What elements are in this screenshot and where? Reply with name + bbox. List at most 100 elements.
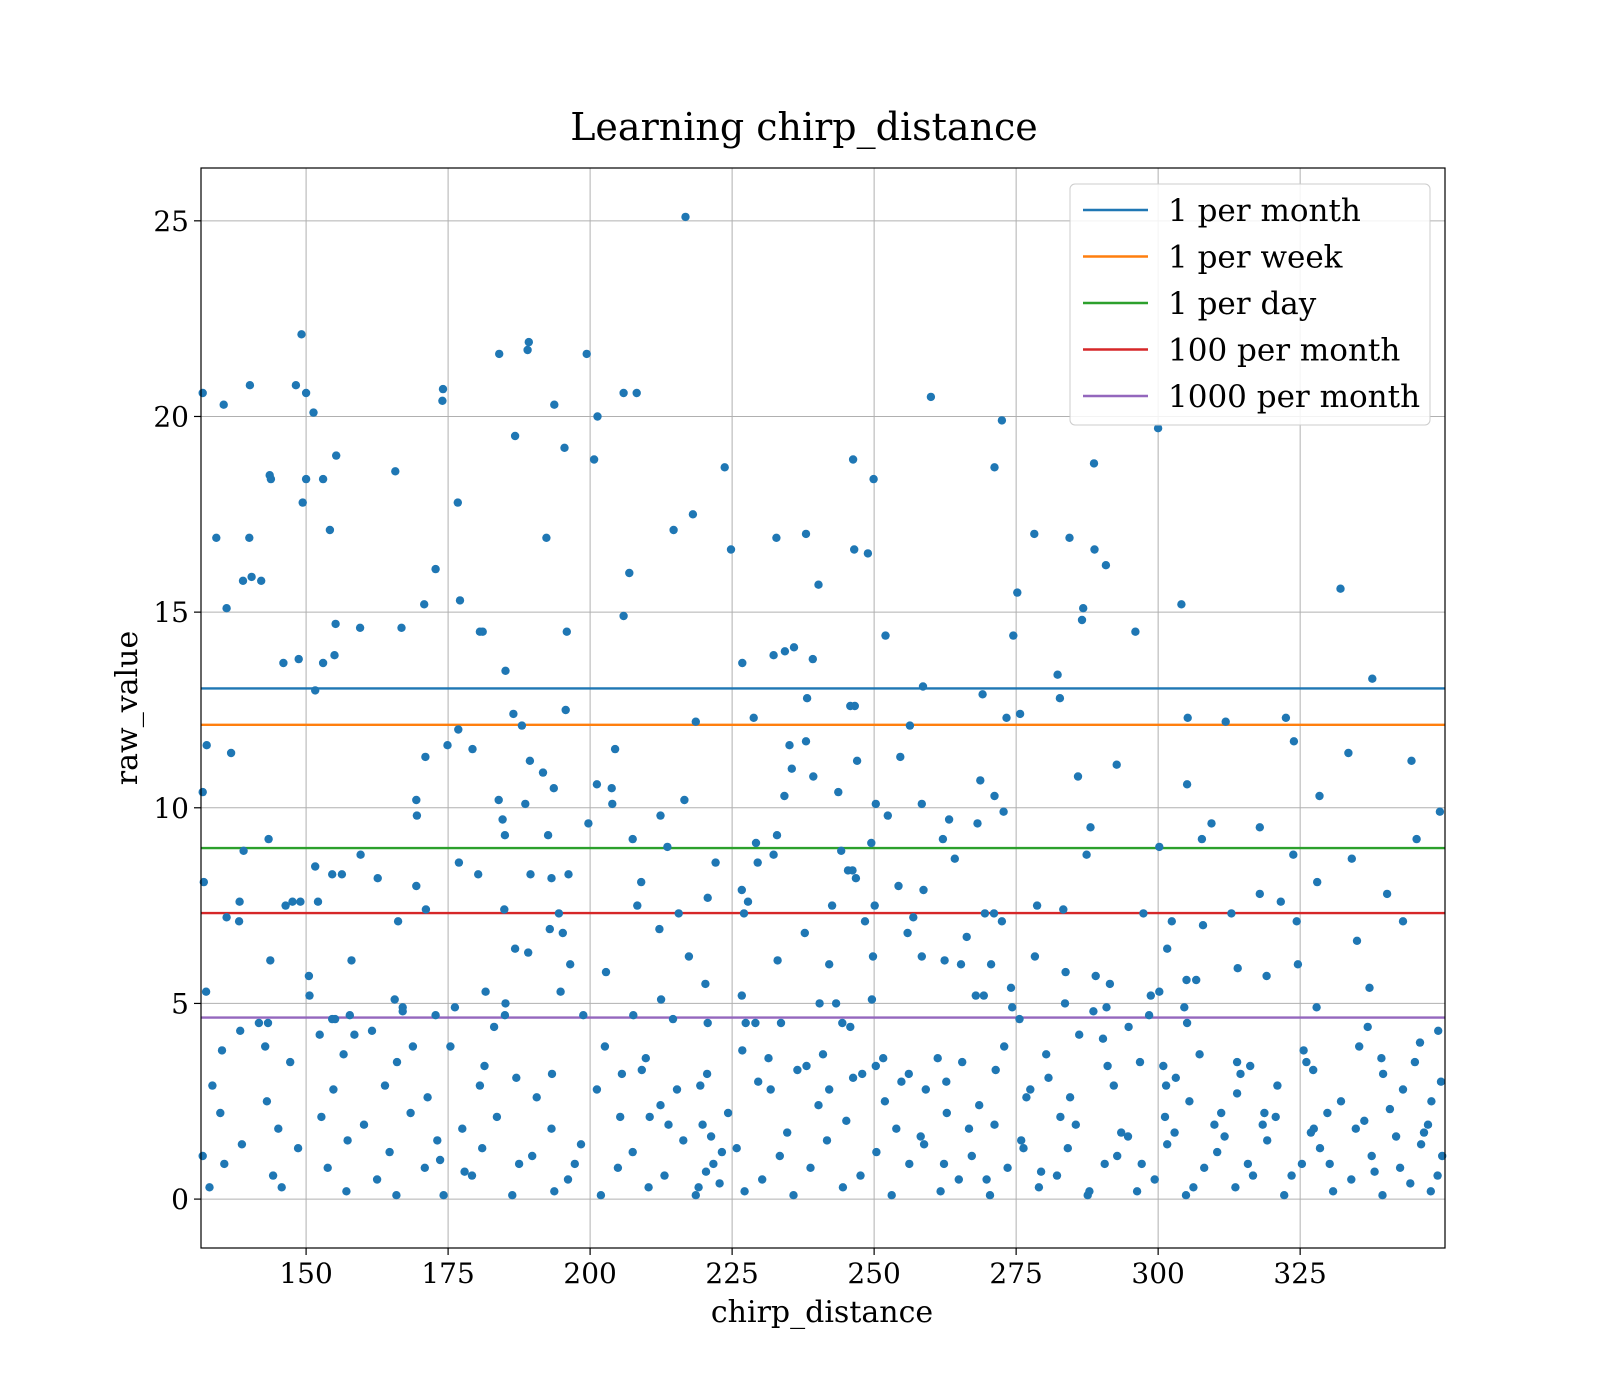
data-point (450, 1003, 460, 1012)
data-point (1412, 834, 1421, 844)
data-point (220, 1159, 229, 1169)
data-point (592, 780, 602, 789)
data-point (297, 330, 306, 339)
data-point (481, 987, 490, 996)
data-point (679, 1136, 688, 1145)
data-point (669, 525, 678, 535)
data-point (1159, 1061, 1168, 1071)
data-point (501, 999, 510, 1008)
data-point (698, 1120, 707, 1129)
data-point (887, 1191, 896, 1200)
data-point (309, 408, 318, 417)
legend-entry: 1 per week (1168, 240, 1343, 276)
data-point (584, 819, 593, 828)
legend-entry: 1 per month (1168, 193, 1361, 229)
data-point (958, 1057, 967, 1067)
data-point (1155, 987, 1164, 996)
data-point (1271, 1112, 1280, 1122)
data-point (1276, 897, 1286, 906)
x-tick-label: 150 (279, 1257, 332, 1290)
data-point (846, 701, 855, 711)
data-point (1309, 1065, 1318, 1075)
data-point (254, 1018, 264, 1028)
data-point (1367, 1151, 1376, 1161)
data-point (964, 1124, 974, 1133)
data-point (1312, 1003, 1321, 1012)
data-point (431, 564, 440, 574)
data-point (1131, 627, 1140, 636)
data-point (962, 932, 971, 942)
data-point (772, 831, 782, 840)
data-point (867, 838, 876, 848)
data-point (1060, 999, 1070, 1008)
data-point (550, 1187, 559, 1196)
data-point (257, 576, 266, 585)
data-point (332, 451, 341, 460)
data-point (751, 838, 761, 848)
data-point (1086, 823, 1095, 832)
data-point (217, 1046, 227, 1055)
legend-entry: 1000 per month (1168, 379, 1420, 415)
data-point (315, 1030, 324, 1039)
data-point (199, 877, 208, 887)
data-point (1273, 1081, 1282, 1090)
data-point (468, 744, 477, 754)
data-point (846, 1022, 855, 1032)
data-point (494, 795, 503, 805)
data-point (758, 1175, 767, 1184)
data-point (703, 893, 712, 902)
data-point (1171, 1073, 1181, 1083)
data-point (607, 784, 616, 793)
data-point (1053, 670, 1062, 679)
data-point (222, 604, 231, 613)
threshold-lines (201, 687, 1445, 1019)
data-point (881, 631, 890, 640)
data-point (825, 1085, 834, 1094)
data-point (579, 1011, 588, 1020)
data-point (589, 455, 599, 464)
data-point (1292, 917, 1301, 926)
data-point (560, 443, 569, 452)
data-point (986, 960, 996, 969)
data-point (753, 858, 762, 867)
data-point (1220, 1132, 1229, 1141)
data-point (323, 1163, 332, 1173)
data-point (921, 1085, 930, 1094)
data-point (277, 1183, 286, 1192)
data-point (329, 1085, 338, 1094)
x-tick-label: 325 (1273, 1257, 1326, 1290)
data-point (247, 572, 256, 582)
data-point (954, 1175, 963, 1184)
data-point (749, 713, 758, 722)
data-point (1161, 1081, 1171, 1090)
data-point (940, 956, 949, 965)
data-point (720, 463, 729, 472)
data-point (238, 576, 248, 585)
data-point (688, 510, 698, 519)
data-point (286, 1057, 295, 1067)
data-point (500, 905, 509, 914)
data-point (372, 1175, 382, 1184)
data-point (775, 1151, 784, 1161)
data-point (525, 756, 535, 765)
data-point (198, 388, 207, 398)
data-point (1155, 842, 1164, 852)
data-point (1287, 1171, 1296, 1180)
data-point (523, 345, 532, 355)
data-point (347, 956, 356, 965)
data-point (858, 1069, 867, 1079)
data-point (570, 1159, 579, 1169)
data-point (1150, 1175, 1159, 1184)
data-point (848, 455, 858, 464)
data-point (1100, 1159, 1109, 1169)
data-point (1103, 1061, 1112, 1071)
data-point (1144, 1011, 1154, 1020)
data-point (311, 686, 320, 695)
legend-box (1069, 183, 1431, 426)
data-point (851, 874, 861, 883)
data-point (641, 1054, 650, 1063)
data-point (201, 987, 211, 996)
data-point (999, 807, 1008, 816)
data-point (1089, 1007, 1098, 1016)
data-point (870, 901, 879, 910)
